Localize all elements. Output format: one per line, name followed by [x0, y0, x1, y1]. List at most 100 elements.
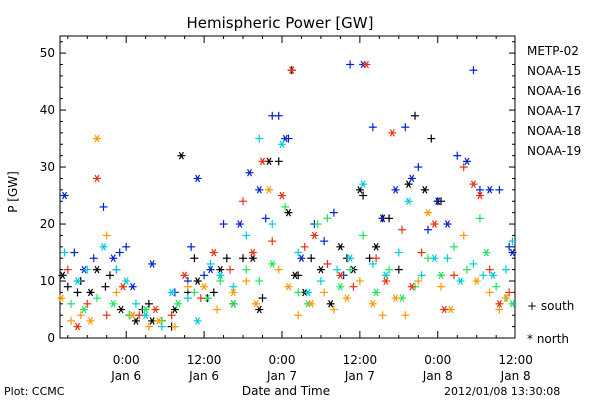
data-point: [70, 249, 78, 257]
data-point: [145, 300, 153, 308]
data-point: [255, 135, 263, 143]
data-point: [119, 283, 127, 290]
data-point: [336, 283, 344, 290]
x-tick-date-label: Jan 7: [344, 369, 375, 383]
data-point: [343, 295, 351, 302]
data-point: [103, 231, 111, 239]
footer-source: Plot: CCMC: [4, 385, 65, 398]
data-point: [421, 186, 429, 193]
data-point: [64, 283, 72, 291]
data-point: [190, 254, 198, 262]
data-point: [151, 306, 159, 313]
data-point: [122, 278, 130, 285]
y-tick-label: 50: [40, 46, 55, 60]
data-point: [443, 254, 451, 262]
chart-title: Hemispheric Power [GW]: [187, 14, 374, 32]
data-point: [239, 197, 247, 205]
data-point: [252, 300, 260, 307]
data-point: [469, 66, 477, 74]
data-point: [379, 214, 387, 222]
data-point: [93, 266, 101, 273]
data-point: [476, 186, 484, 194]
x-tick-date-label: Jan 6: [110, 369, 141, 383]
data-point: [174, 300, 182, 307]
data-point: [359, 192, 367, 200]
x-tick-date-label: Jan 7: [266, 369, 297, 383]
data-point: [255, 306, 263, 313]
data-point: [359, 231, 367, 239]
data-point: [385, 266, 393, 274]
x-tick-time-label: 12:00: [343, 353, 378, 367]
data-point: [453, 152, 461, 160]
data-point: [67, 300, 75, 308]
x-tick-time-label: 0:00: [424, 353, 451, 367]
y-tick-label: 0: [47, 331, 55, 345]
data-point: [197, 294, 205, 302]
data-point: [359, 181, 367, 188]
data-point: [99, 243, 107, 250]
data-point: [93, 175, 101, 182]
data-point: [106, 271, 114, 279]
data-point: [502, 266, 510, 274]
data-point: [346, 60, 354, 68]
footer-timestamp: 2012/01/08 13:30:08: [444, 385, 560, 398]
data-point: [117, 306, 125, 313]
data-point: [101, 283, 109, 291]
data-point: [249, 249, 257, 256]
data-point: [207, 260, 215, 268]
marker-legend-north: * north: [527, 332, 569, 346]
data-point: [229, 300, 237, 307]
data-point: [294, 288, 302, 296]
data-point: [77, 311, 85, 319]
data-point: [236, 221, 244, 228]
data-point: [132, 300, 140, 308]
data-point: [87, 317, 95, 324]
data-point: [148, 260, 156, 267]
data-point: [369, 123, 377, 131]
data-point: [330, 306, 338, 314]
data-point: [216, 266, 224, 273]
data-point: [210, 288, 218, 296]
data-point: [456, 278, 464, 285]
data-point: [187, 243, 195, 251]
data-point: [411, 112, 419, 120]
data-point: [372, 289, 380, 296]
data-point: [90, 254, 98, 262]
data-point: [57, 295, 65, 302]
data-point: [392, 295, 400, 302]
data-point: [93, 294, 101, 302]
data-point: [330, 209, 338, 217]
data-point: [392, 186, 400, 193]
data-point: [401, 311, 409, 319]
legend-entry: NOAA-18: [527, 124, 581, 138]
data-point: [486, 288, 494, 296]
data-point: [443, 221, 451, 228]
data-point: [424, 226, 432, 234]
data-point: [255, 186, 263, 193]
data-point: [61, 249, 69, 257]
data-point: [372, 243, 380, 250]
data-point: [460, 163, 468, 171]
x-tick-date-label: Jan 8: [500, 369, 531, 383]
data-point: [320, 237, 328, 245]
legend-entry: NOAA-19: [527, 144, 581, 158]
data-point: [450, 243, 458, 251]
data-point: [216, 277, 224, 285]
data-point: [424, 254, 432, 262]
data-point: [346, 266, 354, 274]
data-point: [112, 288, 120, 296]
data-point: [294, 271, 302, 279]
x-tick-time-label: 12:00: [187, 353, 222, 367]
legend-entry: NOAA-15: [527, 64, 581, 78]
y-tick-label: 30: [40, 160, 55, 174]
data-point: [323, 260, 331, 268]
data-point: [200, 271, 208, 279]
data-point: [450, 271, 458, 279]
legend-entry: METP-02: [527, 44, 579, 58]
data-point: [74, 288, 82, 296]
data-point: [242, 231, 250, 239]
data-point: [473, 278, 481, 285]
data-point: [229, 283, 237, 291]
data-point: [278, 141, 286, 148]
data-point: [294, 249, 302, 257]
